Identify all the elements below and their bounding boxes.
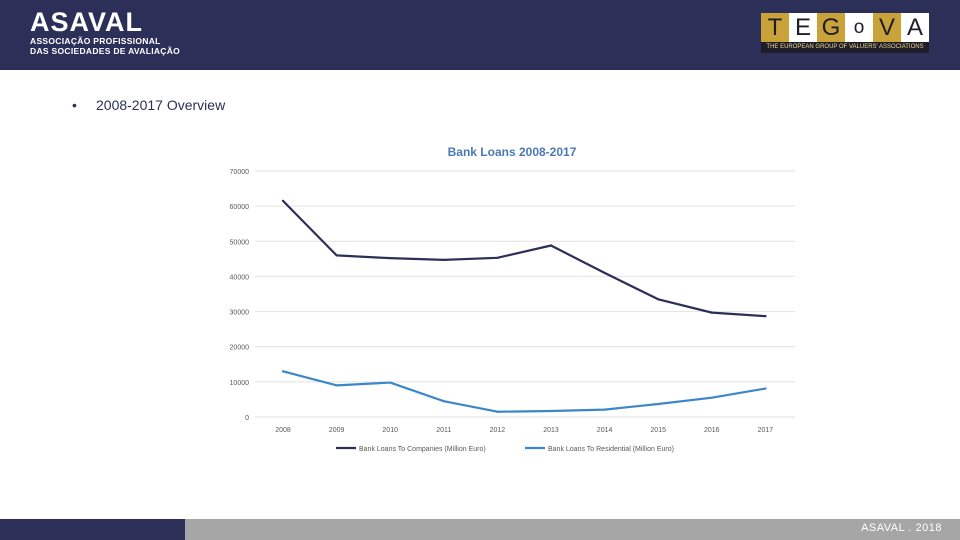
tegova-letter: E bbox=[794, 14, 811, 41]
legend-label: Bank Loans To Companies (Million Euro) bbox=[359, 446, 486, 453]
legend-label: Bank Loans To Residential (Million Euro) bbox=[548, 446, 674, 453]
data-point bbox=[764, 315, 767, 318]
x-tick-label: 2012 bbox=[490, 427, 506, 434]
tegova-logo: T E G o V A THE EUROPEAN GROUP OF VALUER… bbox=[761, 13, 929, 53]
data-point bbox=[496, 410, 499, 413]
data-point bbox=[335, 254, 338, 257]
data-point bbox=[764, 387, 767, 390]
data-point bbox=[710, 311, 713, 314]
y-tick-label: 70000 bbox=[230, 169, 250, 176]
x-tick-label: 2017 bbox=[758, 427, 774, 434]
data-point bbox=[657, 298, 660, 301]
tegova-tagline: THE EUROPEAN GROUP OF VALUERS' ASSOCIATI… bbox=[761, 42, 929, 53]
chart-title: Bank Loans 2008-2017 bbox=[448, 145, 577, 159]
y-tick-label: 20000 bbox=[230, 345, 250, 352]
tegova-letter: A bbox=[906, 14, 923, 41]
bullet-symbol: • bbox=[72, 97, 77, 113]
x-tick-label: 2010 bbox=[382, 427, 398, 434]
asaval-logo-wordmark: ASAVAL bbox=[30, 7, 143, 37]
asaval-logo-subtitle-line2: DAS SOCIEDADES DE AVALIAÇÃO bbox=[30, 46, 181, 56]
overview-bullet: • 2008-2017 Overview bbox=[72, 97, 225, 113]
x-tick-label: 2011 bbox=[436, 427, 451, 434]
y-tick-label: 60000 bbox=[230, 204, 250, 211]
data-point bbox=[549, 409, 553, 413]
tegova-letter: o bbox=[853, 17, 865, 38]
y-tick-label: 50000 bbox=[230, 239, 250, 246]
x-tick-label: 2013 bbox=[543, 427, 559, 434]
data-point bbox=[603, 271, 606, 275]
footer-left-bar bbox=[0, 519, 185, 540]
y-tick-label: 30000 bbox=[230, 310, 250, 317]
series-line-residential bbox=[281, 370, 767, 413]
data-point bbox=[281, 199, 285, 202]
x-tick-label: 2008 bbox=[275, 427, 291, 434]
data-point bbox=[657, 402, 660, 406]
tegova-letter: T bbox=[761, 13, 789, 42]
x-tick-label: 2009 bbox=[329, 427, 345, 434]
data-point bbox=[549, 244, 553, 247]
bank-loans-line-chart: Bank Loans 2008-2017 0 10000 20000 30000 400… bbox=[230, 145, 795, 453]
data-point bbox=[281, 370, 285, 373]
asaval-logo-subtitle-line1: ASSOCIAÇÃO PROFISSIONAL bbox=[30, 36, 161, 46]
tegova-letter: V bbox=[873, 13, 901, 42]
data-point bbox=[389, 381, 392, 384]
header-bar: ASAVAL ASSOCIAÇÃO PROFISSIONAL DAS SOCIE… bbox=[0, 0, 960, 70]
data-point bbox=[496, 256, 499, 259]
data-point bbox=[710, 396, 713, 399]
series-line-companies bbox=[281, 199, 767, 318]
tegova-letter: G bbox=[817, 13, 845, 42]
asaval-logo: ASAVAL ASSOCIAÇÃO PROFISSIONAL DAS SOCIE… bbox=[30, 7, 181, 57]
footer-right-bar: ASAVAL . 2018 bbox=[185, 519, 960, 540]
tegova-letters: T E G o V A bbox=[761, 13, 929, 42]
overview-heading: 2008-2017 Overview bbox=[96, 97, 226, 113]
x-tick-label: 2014 bbox=[597, 427, 613, 434]
data-point bbox=[335, 384, 338, 387]
data-point bbox=[389, 257, 392, 260]
y-tick-label: 10000 bbox=[230, 380, 250, 387]
x-tick-label: 2016 bbox=[704, 427, 720, 434]
footer-copyright: ASAVAL . 2018 bbox=[861, 522, 942, 534]
x-tick-label: 2015 bbox=[650, 427, 666, 434]
data-point bbox=[442, 258, 445, 262]
data-point bbox=[442, 400, 445, 403]
y-tick-label: 0 bbox=[245, 415, 249, 422]
data-point bbox=[603, 408, 606, 411]
y-tick-label: 40000 bbox=[230, 274, 250, 281]
